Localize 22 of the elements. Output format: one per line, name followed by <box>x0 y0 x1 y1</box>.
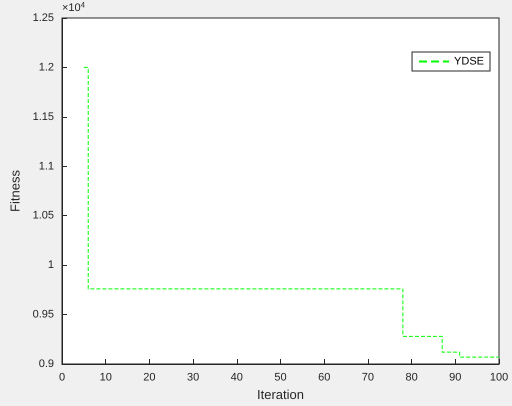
legend-label: YDSE <box>454 56 484 68</box>
y-tick-label: 1 <box>48 259 54 272</box>
x-tick-label: 90 <box>449 372 462 384</box>
y-tick-label: 1.1 <box>38 160 54 172</box>
y-tick-label: 0.95 <box>32 308 54 321</box>
x-tick-label: 40 <box>230 372 243 384</box>
x-tick-label: 50 <box>274 372 287 384</box>
x-tick-label: 10 <box>100 372 112 384</box>
x-tick-label: 60 <box>318 372 330 384</box>
y-tick-label: 1.15 <box>32 110 54 123</box>
y-tick-label: 1.05 <box>32 210 54 222</box>
x-tick-label: 70 <box>362 372 374 384</box>
x-axis-title: Iteration <box>257 386 304 402</box>
x-tick-label: 20 <box>143 372 156 384</box>
y-tick-label: 1.2 <box>38 61 54 74</box>
x-tick-label: 30 <box>186 372 200 384</box>
y-tick-label: 0.9 <box>38 358 54 370</box>
x-tick-label: 100 <box>490 372 508 384</box>
x-tick-label: 0 <box>58 372 66 384</box>
x-tick-label: 80 <box>405 372 418 384</box>
y-axis-title: Fitness <box>8 170 23 212</box>
y-tick-label: 1.25 <box>32 12 54 24</box>
